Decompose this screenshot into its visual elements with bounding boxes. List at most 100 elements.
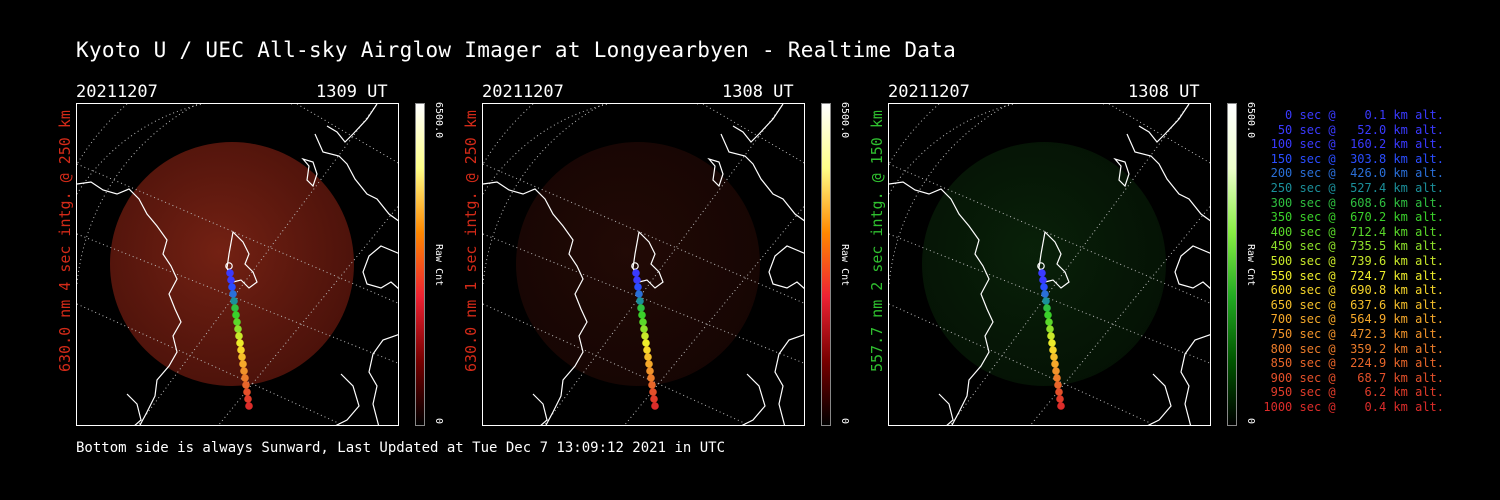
coastline bbox=[775, 334, 805, 426]
track-point bbox=[1058, 403, 1064, 409]
colorbar-1 bbox=[415, 103, 425, 426]
track-point bbox=[1049, 340, 1055, 346]
legend-row: 300 sec @ 608.6 km alt. bbox=[1262, 196, 1444, 211]
legend-row: 450 sec @ 735.5 km alt. bbox=[1262, 239, 1444, 254]
allsky-map-2 bbox=[483, 104, 805, 426]
panel-1-time: 1309 UT bbox=[316, 82, 388, 102]
track-point bbox=[640, 319, 646, 325]
track-point bbox=[241, 368, 247, 374]
track-point bbox=[246, 403, 252, 409]
panel-2-date: 20211207 bbox=[482, 82, 564, 102]
grid-line bbox=[483, 104, 533, 164]
allsky-map-1 bbox=[77, 104, 399, 426]
track-point bbox=[1053, 368, 1059, 374]
panel-1-wavelength-label: 630.0 nm 4 sec intg. @ 250 km bbox=[56, 110, 74, 372]
track-point bbox=[1057, 396, 1063, 402]
legend-row: 50 sec @ 52.0 km alt. bbox=[1262, 123, 1444, 138]
legend-row: 900 sec @ 68.7 km alt. bbox=[1262, 371, 1444, 386]
track-point bbox=[1041, 284, 1047, 290]
grid-line bbox=[77, 104, 127, 164]
track-point bbox=[643, 340, 649, 346]
legend-row: 950 sec @ 6.2 km alt. bbox=[1262, 385, 1444, 400]
track-point bbox=[244, 389, 250, 395]
coastline bbox=[369, 334, 399, 426]
grid-line bbox=[297, 104, 399, 164]
colorbar-2-max: 6500.0 bbox=[839, 102, 850, 138]
legend-row: 750 sec @ 472.3 km alt. bbox=[1262, 327, 1444, 342]
track-point bbox=[651, 396, 657, 402]
track-point bbox=[230, 291, 236, 297]
track-point bbox=[635, 284, 641, 290]
coastline bbox=[1181, 334, 1211, 426]
allsky-image-panel-2 bbox=[482, 103, 805, 426]
track-point bbox=[650, 389, 656, 395]
coastline bbox=[1145, 374, 1171, 426]
satellite-track-legend: 0 sec @ 0.1 km alt. 50 sec @ 52.0 km alt… bbox=[1262, 108, 1444, 414]
track-point bbox=[236, 333, 242, 339]
colorbar-1-max: 6500.0 bbox=[433, 102, 444, 138]
track-point bbox=[1048, 333, 1054, 339]
allsky-image-panel-3 bbox=[888, 103, 1211, 426]
legend-row: 150 sec @ 303.8 km alt. bbox=[1262, 152, 1444, 167]
coastline bbox=[533, 394, 547, 426]
track-point bbox=[1042, 291, 1048, 297]
legend-row: 400 sec @ 712.4 km alt. bbox=[1262, 225, 1444, 240]
coastline bbox=[127, 394, 141, 426]
legend-row: 1000 sec @ 0.4 km alt. bbox=[1262, 400, 1444, 415]
track-point bbox=[229, 284, 235, 290]
legend-row: 600 sec @ 690.8 km alt. bbox=[1262, 283, 1444, 298]
coastline bbox=[733, 104, 783, 142]
track-point bbox=[634, 277, 640, 283]
coastline bbox=[939, 394, 953, 426]
track-point bbox=[639, 312, 645, 318]
track-point bbox=[1052, 361, 1058, 367]
track-point bbox=[1054, 375, 1060, 381]
track-point bbox=[235, 326, 241, 332]
legend-row: 350 sec @ 670.2 km alt. bbox=[1262, 210, 1444, 225]
track-point bbox=[238, 347, 244, 353]
coastline bbox=[769, 246, 805, 290]
track-point bbox=[1050, 347, 1056, 353]
track-point bbox=[644, 347, 650, 353]
track-point bbox=[242, 375, 248, 381]
track-point bbox=[1056, 389, 1062, 395]
panel-2-time: 1308 UT bbox=[722, 82, 794, 102]
track-point bbox=[228, 277, 234, 283]
colorbar-2-min: 0 bbox=[839, 418, 850, 424]
allsky-image-panel-1 bbox=[76, 103, 399, 426]
colorbar-1-min: 0 bbox=[433, 418, 444, 424]
legend-row: 800 sec @ 359.2 km alt. bbox=[1262, 342, 1444, 357]
track-point bbox=[227, 270, 233, 276]
legend-row: 200 sec @ 426.0 km alt. bbox=[1262, 166, 1444, 181]
panel-2-wavelength-label: 630.0 nm 1 sec intg. @ 250 km bbox=[462, 110, 480, 372]
panel-3-time: 1308 UT bbox=[1128, 82, 1200, 102]
legend-row: 650 sec @ 637.6 km alt. bbox=[1262, 298, 1444, 313]
track-point bbox=[646, 361, 652, 367]
track-point bbox=[652, 403, 658, 409]
colorbar-1-unit: Raw Cnt bbox=[433, 244, 444, 286]
track-point bbox=[637, 298, 643, 304]
track-point bbox=[245, 396, 251, 402]
colorbar-3-max: 6500.0 bbox=[1245, 102, 1256, 138]
legend-row: 100 sec @ 160.2 km alt. bbox=[1262, 137, 1444, 152]
panel-3-date: 20211207 bbox=[888, 82, 970, 102]
track-point bbox=[1043, 298, 1049, 304]
track-point bbox=[1044, 305, 1050, 311]
track-point bbox=[633, 270, 639, 276]
track-point bbox=[233, 312, 239, 318]
track-point bbox=[636, 291, 642, 297]
track-point bbox=[1045, 312, 1051, 318]
track-point bbox=[1055, 382, 1061, 388]
colorbar-2 bbox=[821, 103, 831, 426]
grid-line bbox=[889, 104, 939, 164]
track-point bbox=[1047, 326, 1053, 332]
legend-row: 250 sec @ 527.4 km alt. bbox=[1262, 181, 1444, 196]
grid-line bbox=[703, 104, 805, 164]
track-point bbox=[1039, 270, 1045, 276]
coastline bbox=[1175, 246, 1211, 290]
track-point bbox=[1051, 354, 1057, 360]
footer-status: Bottom side is always Sunward, Last Upda… bbox=[76, 440, 725, 456]
track-point bbox=[240, 361, 246, 367]
coastline bbox=[327, 104, 377, 142]
coastline bbox=[739, 374, 765, 426]
